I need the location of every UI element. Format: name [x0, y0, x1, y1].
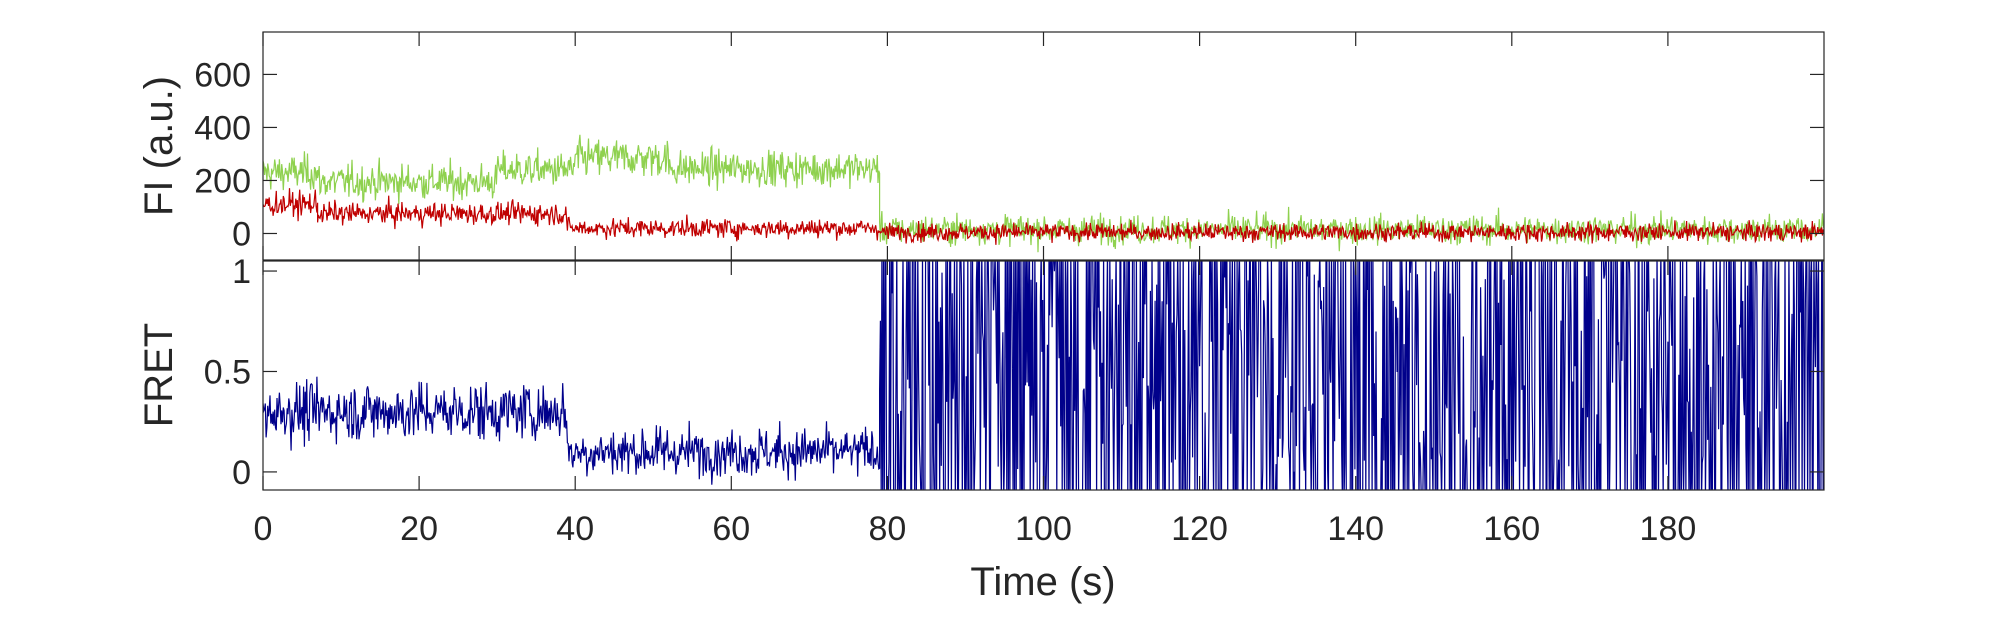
y-axis-title-intensity: FI (a.u.) [137, 76, 181, 216]
x-tick-label: 80 [868, 510, 906, 548]
y-tick-label: 200 [194, 162, 251, 200]
y-tick-label: 0 [232, 454, 251, 492]
y-tick-label: 600 [194, 56, 251, 94]
x-tick-label: 140 [1327, 510, 1384, 548]
y-tick-label: 0 [232, 215, 251, 253]
x-tick-label: 20 [400, 510, 438, 548]
series-line-0-1 [263, 188, 1824, 245]
x-tick-label: 0 [254, 510, 273, 548]
y-tick-label: 400 [194, 109, 251, 147]
x-tick-label: 120 [1171, 510, 1228, 548]
intensity-panel [263, 134, 1824, 253]
x-tick-label: 180 [1640, 510, 1697, 548]
x-tick-label: 100 [1015, 510, 1072, 548]
y-tick-label: 0.5 [204, 353, 251, 391]
series-line-1-0 [263, 261, 1824, 490]
fret-panel [263, 261, 1824, 490]
x-tick-label: 160 [1483, 510, 1540, 548]
x-tick-label: 60 [712, 510, 750, 548]
x-axis-title: Time (s) [970, 560, 1115, 604]
y-axis-title-fret: FRET [137, 323, 181, 427]
y-tick-label: 1 [232, 253, 251, 291]
x-tick-label: 40 [556, 510, 594, 548]
